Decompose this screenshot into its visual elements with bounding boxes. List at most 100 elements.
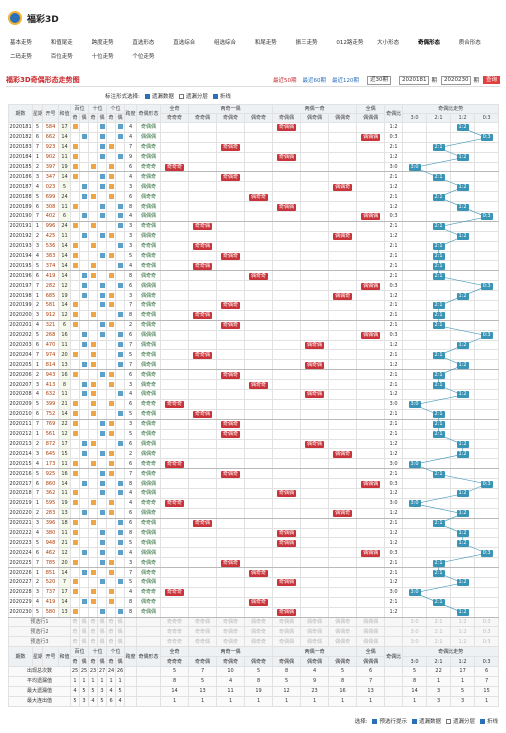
checkbox[interactable]: 折线	[212, 92, 231, 100]
preselect-cell[interactable]: 1:2	[450, 636, 476, 648]
preselect-cell[interactable]: 3:0	[402, 636, 428, 648]
nav-link[interactable]: 和尾走势	[254, 40, 277, 46]
preselect-cell[interactable]: 偶偶奇	[328, 636, 358, 648]
preselect-cell[interactable]: 奇	[88, 616, 99, 628]
preselect-cell[interactable]: 偶	[115, 626, 126, 638]
nav-link[interactable]: 二码走势	[10, 54, 33, 60]
preselect-cell[interactable]: 奇奇偶	[188, 626, 218, 638]
preselect-cell[interactable]: 偶	[97, 616, 108, 628]
preselect-cell[interactable]: 0:3	[474, 636, 500, 648]
checkbox-box[interactable]	[372, 718, 378, 724]
preselect-cell[interactable]: 偶偶偶	[356, 626, 386, 638]
preselect-cell[interactable]: 0:3	[474, 616, 500, 628]
ratio-trend-cell	[426, 230, 452, 242]
preselect-cell[interactable]: 奇偶奇	[216, 626, 246, 638]
preselect-cell[interactable]: 奇	[88, 626, 99, 638]
checkbox-box[interactable]	[144, 93, 150, 99]
preselect-cell[interactable]: 偶奇奇	[244, 636, 274, 648]
nav-link[interactable]: 和值尾走	[50, 40, 73, 46]
checkbox-box[interactable]	[411, 718, 417, 724]
date-to[interactable]: 2020230	[440, 75, 472, 85]
preselect-cell[interactable]: 1:2	[450, 626, 476, 638]
preselect-cell[interactable]: 偶偶偶	[356, 636, 386, 648]
preselect-cell[interactable]: 偶	[115, 636, 126, 648]
nav-link[interactable]: 质合形态	[458, 40, 481, 46]
preselect-cell[interactable]: 奇偶偶	[272, 616, 302, 628]
header-cell: 3:0	[402, 656, 428, 667]
preselect-cell[interactable]: 2:1	[426, 616, 452, 628]
checkbox-box[interactable]	[445, 718, 451, 724]
period-select[interactable]: 近30期	[366, 75, 391, 85]
preselect-cell[interactable]: 奇奇奇	[160, 636, 190, 648]
nav-link[interactable]: 振三走势	[295, 40, 318, 46]
preselect-cell[interactable]: 奇偶偶	[272, 626, 302, 638]
preselect-cell[interactable]: 2:1	[426, 626, 452, 638]
preselect-cell[interactable]: 偶	[97, 636, 108, 648]
pattern-trend-cell	[272, 329, 302, 341]
checkbox[interactable]: 遗漏数据	[144, 92, 174, 100]
preselect-cell[interactable]: 奇偶奇	[216, 636, 246, 648]
parity-hit	[108, 302, 114, 308]
preselect-cell[interactable]: 偶奇偶	[300, 626, 330, 638]
nav-link[interactable]: 个位走势	[132, 54, 155, 60]
preselect-cell[interactable]: 奇奇偶	[188, 636, 218, 648]
preselect-cell[interactable]: 奇偶偶	[272, 636, 302, 648]
preselect-cell[interactable]: 奇	[88, 636, 99, 648]
preselect-cell[interactable]: 奇	[106, 636, 117, 648]
checkbox-box[interactable]	[479, 718, 485, 724]
nav-link[interactable]: 直选综合	[173, 40, 196, 46]
preselect-cell[interactable]: 3:0	[402, 616, 428, 628]
pattern-trend-cell: 奇偶奇	[216, 300, 246, 311]
preselect-cell[interactable]: 偶奇奇	[244, 626, 274, 638]
nav-link[interactable]: 奇偶形态	[417, 40, 440, 46]
preselect-cell[interactable]: 偶	[115, 616, 126, 628]
preselect-cell[interactable]: 奇	[106, 616, 117, 628]
preselect-cell[interactable]: 偶偶奇	[328, 626, 358, 638]
range-link[interactable]: 最近60期	[302, 78, 326, 84]
checkbox[interactable]: 折线	[479, 717, 498, 725]
preselect-cell[interactable]: 偶	[78, 626, 90, 638]
preselect-cell[interactable]: 3:0	[402, 626, 428, 638]
date-from[interactable]: 2020181	[398, 75, 430, 85]
preselect-cell[interactable]: 奇奇偶	[188, 616, 218, 628]
preselect-cell[interactable]: 偶奇奇	[244, 616, 274, 628]
preselect-cell[interactable]: 奇	[106, 626, 117, 638]
nav-link[interactable]: 基本走势	[10, 40, 33, 46]
nav-link[interactable]: 直选形态	[132, 40, 155, 46]
preselect-cell[interactable]: 奇奇奇	[160, 626, 190, 638]
preselect-cell[interactable]: 1:2	[450, 616, 476, 628]
preselect-cell[interactable]: 0:3	[474, 626, 500, 638]
preselect-cell[interactable]: 2:1	[426, 636, 452, 648]
nav-link[interactable]: 百位走势	[50, 54, 73, 60]
preselect-cell[interactable]: 奇	[70, 636, 80, 648]
nav-link[interactable]: 012路走势	[336, 40, 364, 46]
preselect-cell[interactable]: 奇偶奇	[216, 616, 246, 628]
pattern-trend-cell	[216, 517, 246, 529]
preselect-cell[interactable]: 偶	[78, 616, 90, 628]
checkbox-box[interactable]	[178, 93, 184, 99]
preselect-cell[interactable]: 偶奇偶	[300, 616, 330, 628]
span-cell: 2	[124, 319, 138, 331]
preselect-cell[interactable]: 偶奇偶	[300, 636, 330, 648]
range-link[interactable]: 最近120期	[331, 78, 359, 84]
parity-cell	[88, 547, 99, 559]
preselect-cell[interactable]: 奇	[70, 626, 80, 638]
preselect-cell[interactable]: 奇	[70, 616, 80, 628]
range-link[interactable]: 最近50期	[272, 78, 297, 84]
preselect-cell[interactable]: 偶	[78, 636, 90, 648]
preselect-cell[interactable]: 奇奇奇	[160, 616, 190, 628]
nav-link[interactable]: 十位走势	[91, 54, 114, 60]
preselect-cell[interactable]: 偶	[97, 626, 108, 638]
preselect-cell[interactable]: 偶偶偶	[356, 616, 386, 628]
checkbox[interactable]: 遗漏分层	[178, 92, 208, 100]
parity-cell	[88, 448, 99, 460]
nav-link[interactable]: 跨度走势	[91, 40, 114, 46]
query-button[interactable]: 查询	[482, 76, 500, 84]
checkbox[interactable]: 预选行提示	[372, 717, 407, 725]
checkbox[interactable]: 遗漏分层	[445, 717, 475, 725]
nav-link[interactable]: 组选综合	[213, 40, 236, 46]
checkbox-box[interactable]	[212, 93, 218, 99]
checkbox[interactable]: 遗漏数据	[411, 717, 441, 725]
preselect-cell[interactable]: 偶偶奇	[328, 616, 358, 628]
nav-link[interactable]: 大小形态	[377, 40, 400, 46]
